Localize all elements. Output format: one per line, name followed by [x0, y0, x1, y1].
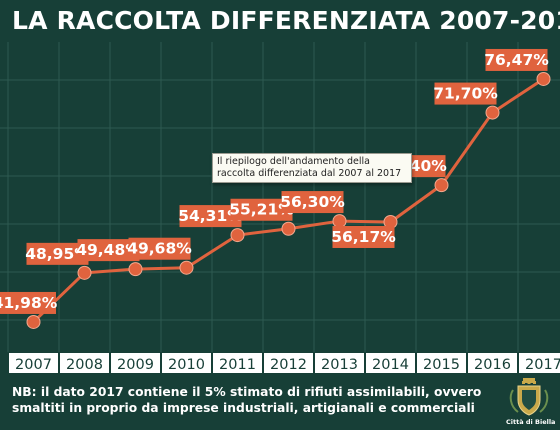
data-label: 48,95% — [25, 242, 90, 265]
data-label: 55,21% — [229, 198, 294, 221]
data-label-text: 56,30% — [280, 193, 345, 211]
data-label-box — [179, 205, 242, 228]
x-axis-cell — [111, 353, 160, 373]
x-tick-label: 2012 — [270, 357, 307, 373]
data-point — [128, 262, 143, 277]
data-label-box — [281, 191, 344, 214]
x-tick-label: 2010 — [168, 357, 205, 373]
logo-caption: Città di Biella — [506, 418, 556, 426]
data-label-text: 54,31% — [178, 207, 243, 225]
data-point — [77, 265, 92, 280]
data-label-text: 48,95% — [25, 245, 90, 263]
data-label-text: 49,68% — [127, 240, 192, 258]
x-tick-label: 2017 — [525, 357, 560, 373]
data-label-box — [485, 48, 548, 71]
x-tick-label: 2008 — [66, 357, 103, 373]
x-axis-cell — [60, 353, 109, 373]
x-tick-label: 2016 — [474, 357, 511, 373]
data-label: 49,68% — [127, 237, 192, 260]
data-label: 71,70% — [433, 82, 498, 105]
data-label-box — [0, 291, 56, 314]
data-label-text: 76,47% — [484, 51, 549, 69]
x-axis-cell — [366, 353, 415, 373]
data-labels: 41,98% 48,95%49,48%49,68% 54,31%55,21%56,3… — [0, 48, 549, 314]
data-label-box — [332, 225, 395, 248]
data-label-text: 71,70% — [433, 85, 498, 103]
x-tick-label: 2015 — [423, 357, 460, 373]
data-label-box — [128, 237, 191, 260]
data-point — [281, 221, 296, 236]
line-chart: 2007 2008 2009 2010 2011 2012 2013 2014 2015 2016… — [0, 42, 560, 373]
x-tick-label: 2013 — [321, 357, 358, 373]
data-label-box — [77, 239, 140, 262]
data-label: 41,98% — [0, 291, 58, 314]
x-axis-cell — [519, 353, 560, 373]
data-label: 49,48% — [76, 239, 141, 262]
data-label-box — [26, 242, 89, 265]
data-point — [332, 214, 347, 229]
data-point — [179, 260, 194, 275]
data-label: 56,30% — [280, 191, 345, 214]
x-axis-cell — [162, 353, 211, 373]
logo: Città di Biella — [506, 376, 556, 428]
city-crest-icon — [509, 378, 549, 416]
x-tick-label: 2009 — [117, 357, 154, 373]
chart-title: LA RACCOLTA DIFFERENZIATA 2007-2017 — [12, 6, 560, 35]
data-point — [485, 105, 500, 120]
data-label-text: 49,48% — [76, 241, 141, 259]
x-axis-cell — [9, 353, 58, 373]
data-label-box — [230, 198, 293, 221]
data-label-text: 55,21% — [229, 201, 294, 219]
data-label: 76,47% — [484, 48, 549, 71]
x-axis-cell — [213, 353, 262, 373]
data-point — [536, 71, 551, 86]
x-axis-cell — [264, 353, 313, 373]
footnote: NB: il dato 2017 contiene il 5% stimato … — [12, 385, 482, 415]
data-label: 54,31% — [178, 205, 243, 228]
data-point — [434, 178, 449, 193]
data-label: 56,17% — [331, 225, 396, 248]
x-tick-label: 2007 — [15, 357, 52, 373]
data-label-box — [434, 82, 497, 105]
x-tick-label: 2014 — [372, 357, 409, 373]
data-point — [26, 314, 41, 329]
data-label-text: 41,98% — [0, 294, 58, 312]
x-tick-label: 2011 — [219, 357, 256, 373]
data-point — [230, 228, 245, 243]
data-label-text: 56,17% — [331, 228, 396, 246]
x-axis-cell — [468, 353, 517, 373]
x-axis: 2007 2008 2009 2010 2011 2012 2013 2014 2015 2016… — [9, 353, 560, 373]
x-axis-cell — [315, 353, 364, 373]
x-axis-cell — [417, 353, 466, 373]
tooltip: Il riepilogo dell'andamento della raccol… — [212, 153, 412, 183]
